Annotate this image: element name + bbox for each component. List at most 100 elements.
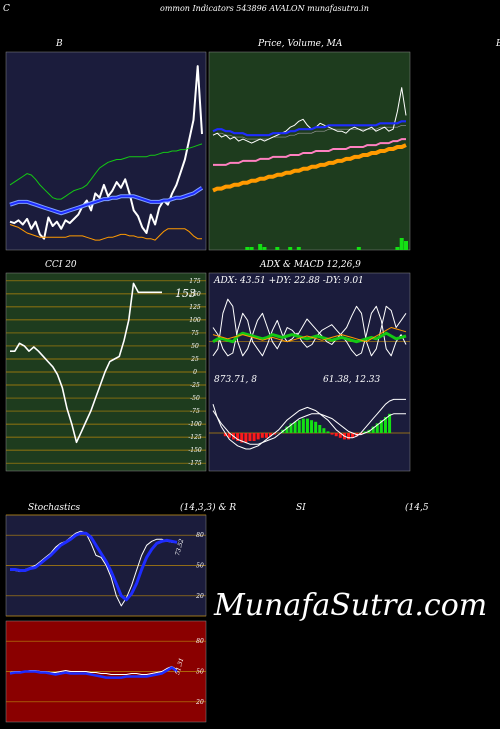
bollinger-upper-line [9, 143, 203, 200]
cci-tick-label: 125 [189, 304, 201, 311]
price-ma_orange-line [212, 143, 407, 193]
volume-bar [296, 247, 301, 250]
rsi-title: SI [296, 503, 306, 513]
macd-histogram-bar [240, 433, 244, 443]
macd-histogram-bar [322, 428, 326, 433]
macd-macd-line [212, 398, 406, 450]
macd-histogram-bar [375, 423, 379, 433]
macd-histogram-bar [388, 413, 392, 433]
cci-tick-label: -175 [188, 460, 202, 467]
stochastics-params: (14,3,3) & R [180, 502, 236, 513]
cci-tick-label: 100 [189, 317, 201, 324]
adx-adx-line [212, 331, 407, 344]
macd-histogram-bar [297, 420, 301, 433]
adx-adx_base-line [212, 327, 407, 343]
adx--di-line [212, 305, 407, 357]
marks-layer [9, 65, 408, 679]
macd-histogram-bar [363, 431, 367, 433]
cci-tick-label: 0 [193, 369, 197, 376]
macd-histogram-bar [293, 421, 297, 433]
rsi-tick-label: 20 [195, 699, 204, 706]
volume-bar [399, 238, 404, 250]
macd-histogram-bar [268, 433, 272, 437]
adx-macd-panel [208, 272, 411, 472]
macd-histogram-bar [244, 433, 248, 443]
macd-histogram-bar [330, 433, 334, 435]
volume-bar [275, 247, 280, 250]
bollinger-title: B [55, 39, 63, 49]
macd-histogram-bar [305, 418, 309, 433]
price-ma_pink-line [213, 138, 406, 166]
volume-bar [356, 247, 361, 250]
cci-tick-label: 75 [191, 330, 199, 337]
price-price-line [212, 87, 407, 144]
macd-histogram-bar [351, 433, 355, 438]
macd-histogram-bar [334, 433, 338, 437]
macd-histogram-bar [248, 433, 252, 441]
rsi-params: (14,5 [405, 502, 429, 513]
macd-histogram-bar [318, 425, 322, 433]
header-left-letter: C [3, 4, 10, 14]
cci-tick-label: 175 [189, 278, 201, 285]
macd-histogram-bar [252, 433, 256, 441]
stochastics-tick-label: 20 [195, 593, 204, 600]
cci-tick-label: 25 [190, 356, 199, 363]
macd-histogram-bar [338, 433, 342, 438]
volume-bar [288, 247, 293, 250]
volume-bar [395, 247, 400, 250]
macd-histogram-bar [285, 426, 289, 433]
macd-histogram-bar [379, 420, 383, 433]
stochastics-pct-D-line [10, 531, 178, 602]
macd-histogram-bar [256, 433, 260, 440]
bollinger-middle-line [9, 186, 203, 215]
cci-tick-label: -100 [188, 421, 202, 428]
cci-tick-label: 50 [191, 343, 199, 350]
stochastics-value-label: 73.52 [174, 538, 185, 557]
watermark: MunafaSutra.com [213, 588, 487, 623]
macd-histogram-bar [289, 423, 293, 433]
macd-histogram-bar [347, 433, 351, 440]
rsi-blue-line [9, 666, 178, 679]
macd-histogram-bar [314, 421, 318, 433]
adx-macd-title: ADX & MACD 12,26,9 [259, 260, 361, 270]
macd-histogram-bar [260, 433, 264, 438]
cci-title: CCI 20 [45, 260, 77, 270]
macd-histogram-bar [236, 433, 240, 441]
macd-signal-line [212, 410, 406, 445]
macd-histogram-bar [383, 417, 387, 433]
cci-tick-label: -25 [190, 382, 200, 389]
stochastics-tick-label: 50 [196, 563, 204, 570]
macd-histogram-bar [310, 420, 314, 433]
adx-readout: ADX: 43.51 +DY: 22.88 -DY: 9.01 [213, 276, 364, 286]
volume-bar [262, 247, 267, 250]
cci-tick-label: -50 [190, 395, 200, 402]
volume-bar [245, 247, 250, 250]
macd-histogram-bar [301, 418, 305, 433]
cci-value-label: 153 [175, 287, 196, 300]
stochastics-tick-label: 80 [196, 532, 204, 539]
stochastics-title: Stochastics [28, 503, 81, 513]
volume-bar [249, 247, 254, 250]
macd-histogram-bar [326, 431, 330, 433]
macd-readout-left: 873.71, 8 [214, 375, 257, 385]
macd-histogram-bar [227, 433, 231, 438]
cci-tick-label: -150 [188, 447, 202, 454]
header-title: ommon Indicators 543896 AVALON munafasut… [160, 4, 369, 13]
cci-tick-label: -125 [188, 434, 202, 441]
macd-histogram-bar [264, 433, 268, 438]
rsi-tick-label: 80 [196, 638, 204, 645]
cci-tick-label: 150 [189, 291, 201, 298]
stochastics-pct-K-line [10, 530, 177, 607]
price-edge-letter: B [495, 39, 500, 49]
macd-histogram-bar [223, 433, 227, 437]
macd-histogram-bar [359, 433, 363, 435]
macd-histogram-bar [273, 433, 277, 435]
cci-tick-label: -75 [190, 408, 200, 415]
grid-layer: 175 150 125 100 75 50 25 0 -25 -50 -75 -100 -125 -150… [6, 278, 410, 706]
rsi-tick-label: 50 [196, 669, 204, 676]
cci-line [10, 282, 162, 444]
rsi-value-label: 51.31 [174, 657, 185, 675]
adx-+di-line [212, 298, 407, 357]
